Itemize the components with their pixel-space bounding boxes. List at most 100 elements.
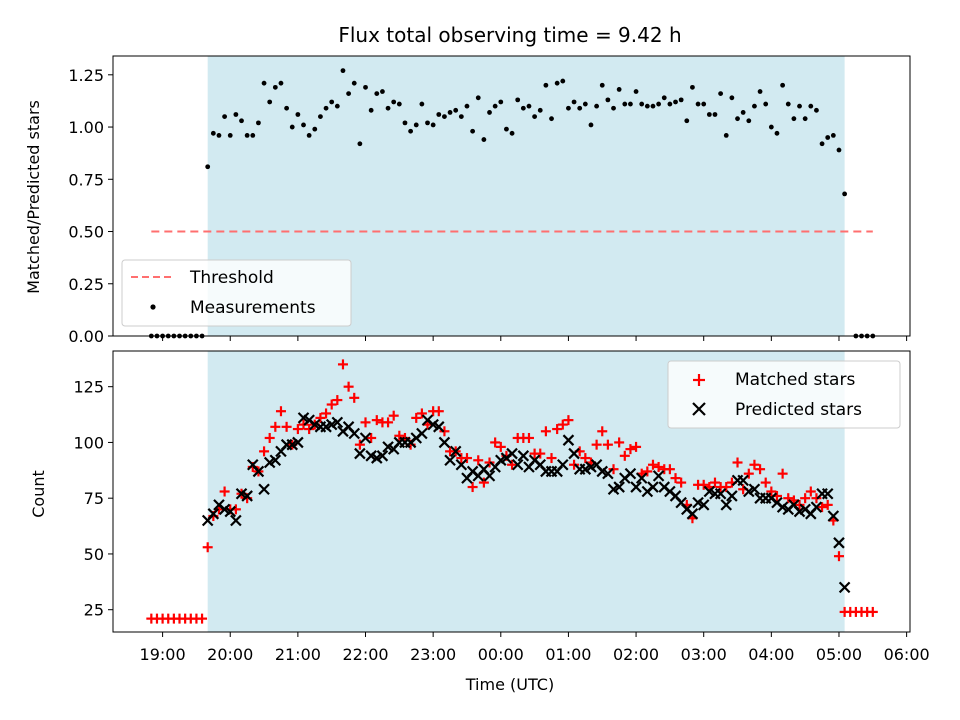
predicted-star-stroke-b [799,503,811,516]
measurement-point [402,120,408,126]
matched-star-point [760,477,771,488]
predicted-star-stroke-b [421,414,434,426]
bottom-y-tick-label: 25 [84,601,104,620]
predicted-star-point [827,510,840,522]
predicted-star-stroke-b [675,496,687,509]
measurement-point [329,99,335,105]
measurement-point [774,130,780,136]
measurement-point [351,80,357,86]
predicted-star-point [348,427,361,440]
predicted-star-stroke-b [455,458,468,471]
measurement-point [413,122,419,128]
predicted-star-stroke-b [359,432,372,444]
predicted-star-stroke-b [602,467,614,480]
top-y-axis-label: Matched/Predicted stars [24,100,43,294]
measurement-point [605,97,611,103]
measurement-point [222,114,228,119]
bottom-x-tick-label: 01:00 [545,645,591,664]
bottom-x-tick-label: 20:00 [207,645,253,664]
predicted-star-stroke-b [466,465,479,478]
predicted-star-stroke-b [692,496,704,509]
predicted-star-point [517,450,530,462]
predicted-star-point [511,458,524,471]
predicted-star-stroke-b [630,481,642,493]
measurement-point [233,112,239,117]
predicted-star-stroke-b [427,418,439,431]
predicted-star-point [602,467,614,480]
measurement-point [549,116,554,122]
measurement-point [447,110,453,115]
predicted-star-point [483,470,496,482]
measurement-point [436,112,442,117]
measurement-point [566,105,571,111]
measurement-point [526,103,532,109]
measurement-point [667,101,673,107]
predicted-star-stroke-b [252,465,265,478]
predicted-star-stroke-b [624,467,637,480]
measurement-point [334,103,340,109]
measurement-point [791,116,797,122]
matched-star-point [535,448,546,459]
predicted-star-point [359,432,372,444]
measurement-point [729,95,735,101]
measurement-point [391,99,397,105]
legend-predicted-label: Predicted stars [735,400,862,420]
matched-star-point [411,412,422,423]
matched-star-point [591,439,602,450]
predicted-star-stroke-b [748,483,761,496]
predicted-star-stroke-b [776,501,789,513]
matched-star-point [749,459,760,470]
measurement-point [374,91,380,97]
measurement-point [385,105,391,111]
matched-star-point [366,432,377,443]
predicted-star-stroke-b [506,447,518,460]
measurement-point [735,116,740,122]
predicted-star-stroke-b [528,454,541,467]
measurement-point [740,110,746,115]
top-y-tick-label: 0.50 [68,223,104,242]
matched-star-point [383,417,394,428]
measurement-point [244,133,250,138]
measurement-point [312,126,318,132]
top-y-tick-label: 1.25 [68,66,104,85]
measurement-point [492,103,498,109]
matched-star-point [653,461,664,472]
predicted-star-point [224,505,237,518]
predicted-star-point [269,454,282,467]
measurement-point [487,110,492,115]
matched-star-point [270,421,281,432]
matched-star-point [647,459,658,470]
predicted-star-point [258,483,270,496]
matched-star-point [484,457,495,468]
predicted-star-point [810,501,823,513]
predicted-star-point [647,481,659,493]
predicted-star-stroke-b [720,499,733,511]
matched-star-point [794,499,805,510]
predicted-star-stroke-b [838,581,851,594]
bottom-x-tick-label: 19:00 [140,645,186,664]
predicted-star-point [331,416,344,429]
measurement-point [712,112,718,117]
top-panel: 0.00 0.25 0.50 0.75 1.00 1.25 Matched/Predict… [24,55,911,346]
predicted-star-point [686,508,699,520]
measurement-point [210,130,216,136]
matched-star-point [433,406,444,417]
predicted-star-point [252,465,265,478]
predicted-star-point [207,508,220,520]
matched-star-point [602,439,613,450]
matched-star-point [326,399,337,410]
predicted-star-stroke-b [511,458,524,471]
matched-star-point [478,477,489,488]
measurement-point [639,101,645,107]
matched-star-point [833,551,844,562]
matched-star-point [292,424,303,435]
matched-star-point [721,482,732,493]
measurement-point [498,99,504,105]
measurement-point [543,82,549,88]
matched-star-point [349,392,360,403]
measurement-point [520,105,526,111]
matched-star-point [755,464,766,475]
predicted-star-point [613,481,625,493]
bottom-y-axis-label: Count [29,470,48,518]
matched-star-point [614,437,625,448]
